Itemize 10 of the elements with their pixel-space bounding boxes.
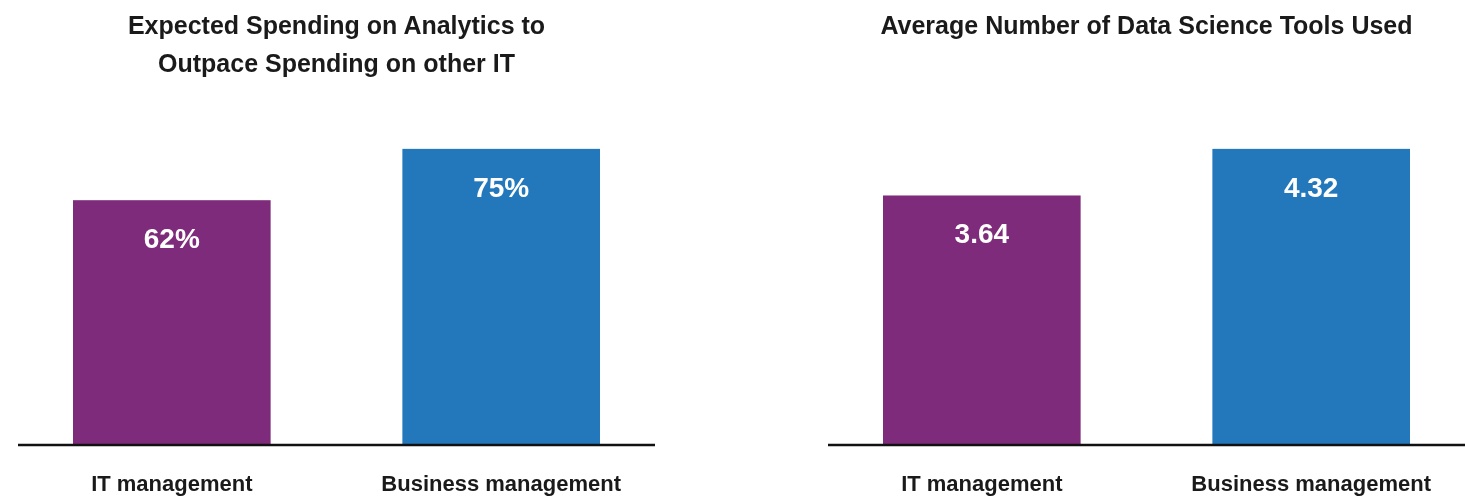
x-tick-label: IT management	[91, 471, 254, 496]
x-tick-label: Business management	[1191, 471, 1432, 496]
data-label: 75%	[473, 171, 530, 203]
data-label: 3.64	[954, 218, 1010, 250]
chart-title: Expected Spending on Analytics to Outpace Spending on other IT	[127, 11, 546, 77]
chart-title: Average Number of Data Science Tools Used	[880, 11, 1413, 39]
data-label: 62%	[143, 223, 200, 255]
data-label: 4.32	[1283, 171, 1339, 203]
x-tick-label: Business management	[381, 471, 622, 496]
x-tick-label: IT management	[901, 471, 1064, 496]
